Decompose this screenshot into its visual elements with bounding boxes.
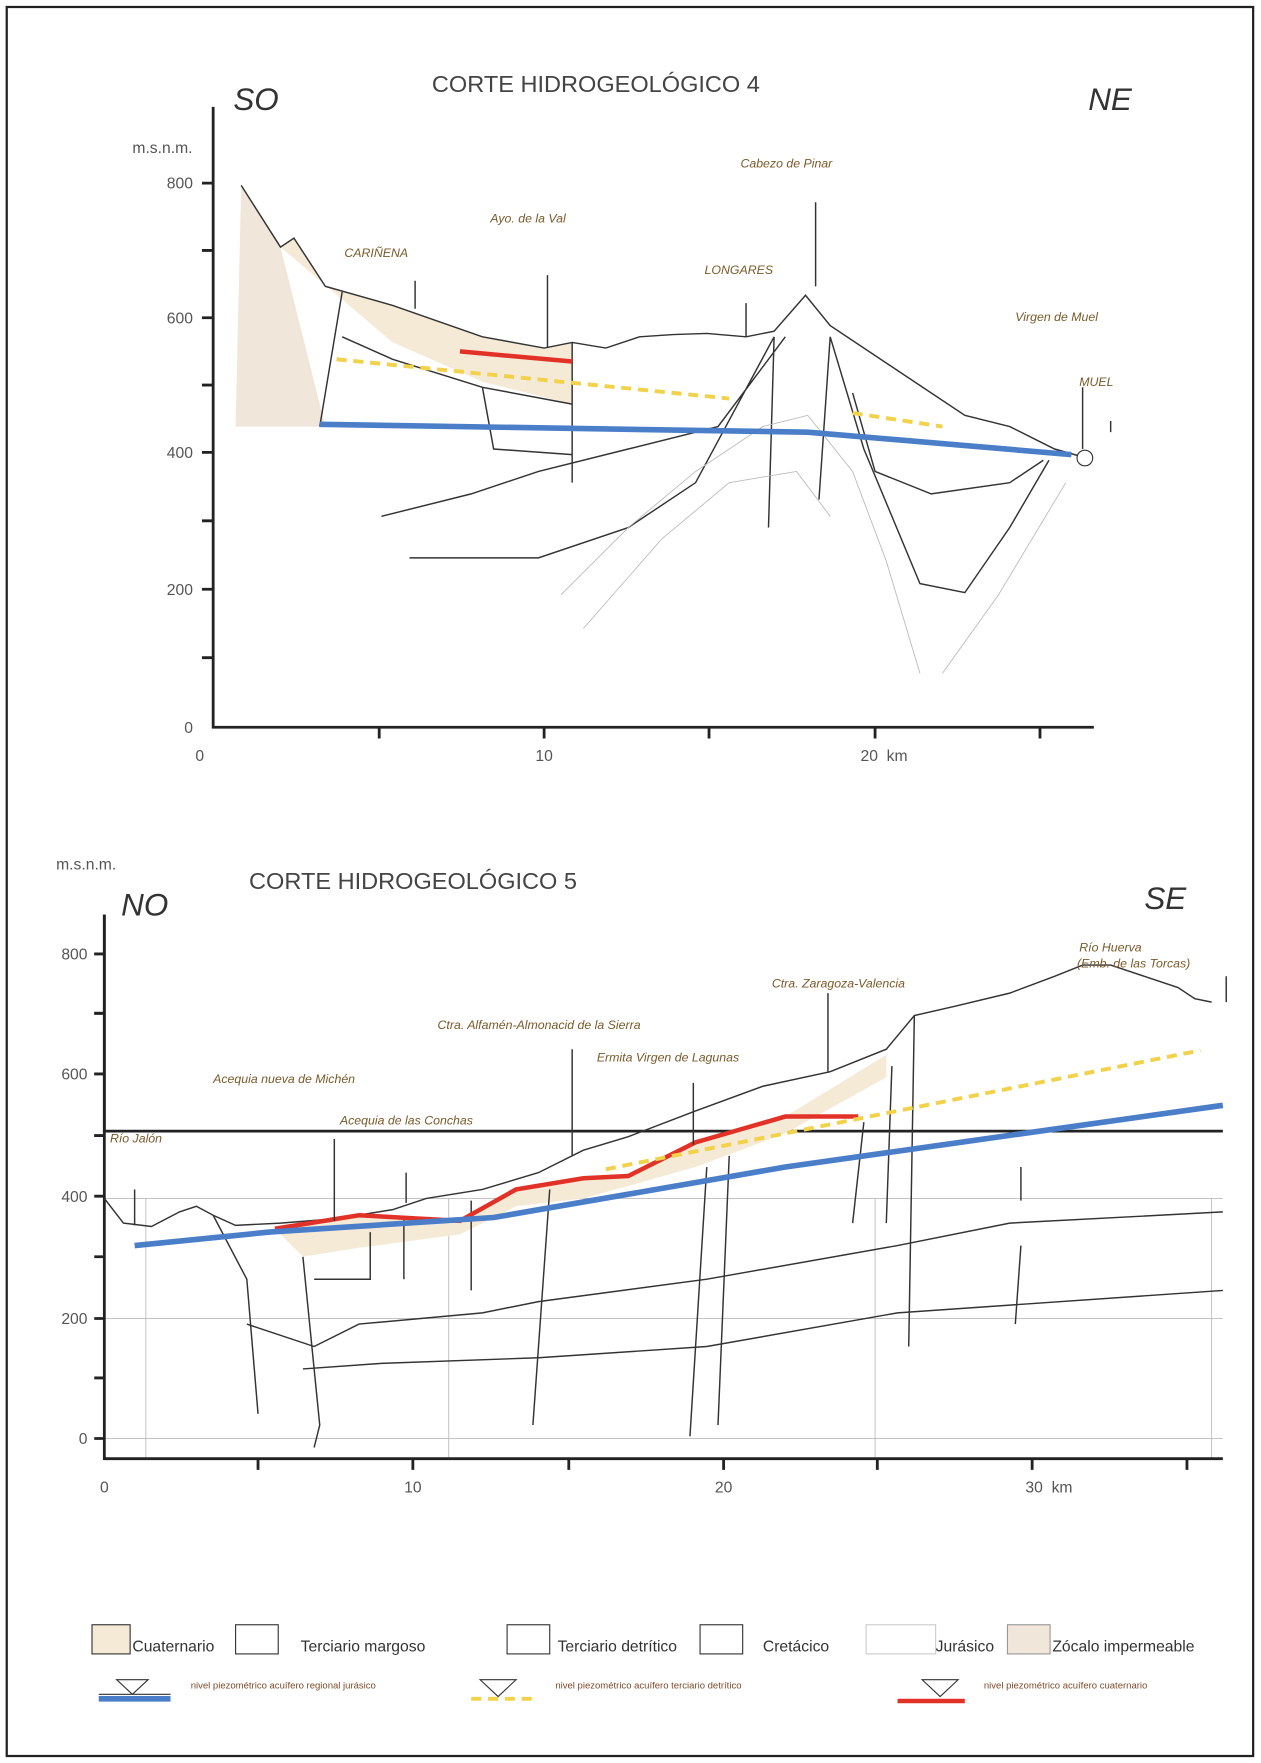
- place-label: LONGARES: [705, 263, 774, 277]
- y-tick-label: 0: [79, 1431, 88, 1448]
- place-label: MUEL: [1079, 375, 1113, 389]
- place-label: Cabezo de Pinar: [740, 156, 833, 170]
- legend-swatch: [91, 1624, 131, 1655]
- zocalo: [235, 185, 326, 427]
- leader-lines: [133, 976, 1227, 1226]
- level-quaternary: [274, 1114, 859, 1231]
- level-jurassic: [134, 1102, 1224, 1249]
- place-label: Río Jalón: [110, 1131, 162, 1145]
- axis-unit: m.s.n.m.: [132, 140, 192, 157]
- section-title: CORTE HIDROGEOLÓGICO 5: [249, 868, 577, 894]
- y-tick-label: 200: [61, 1311, 87, 1328]
- x-tick-label: 30 km: [1025, 1479, 1072, 1496]
- y-tick-label: 0: [184, 720, 193, 737]
- x-tick-label: 10: [404, 1479, 422, 1496]
- direction: NE: [1088, 82, 1133, 117]
- topography: [103, 964, 1212, 1228]
- x-tick-label: 0: [100, 1479, 109, 1496]
- level-tertiary: [336, 357, 943, 429]
- legend-swatch: [699, 1624, 744, 1655]
- y-tick-label: 800: [61, 946, 87, 963]
- place-label: Ermita Virgen de Lagunas: [597, 1051, 739, 1065]
- legend-symbol: [478, 1679, 518, 1698]
- legend: Cuaternario Terciario margoso Terciario …: [91, 1624, 1195, 1704]
- legend-label: Terciario detrítico: [558, 1639, 678, 1656]
- direction: NO: [121, 888, 168, 923]
- axes-ticks: [94, 914, 1223, 1470]
- legend-label: Terciario margoso: [301, 1639, 426, 1656]
- cuaternario: [274, 1054, 887, 1257]
- place-label: Ayo. de la Val: [489, 211, 567, 225]
- place-label: Ctra. Zaragoza-Valencia: [772, 977, 905, 991]
- x-tick-label: 0: [195, 748, 204, 765]
- axis-unit: m.s.n.m.: [56, 857, 116, 874]
- y-tick-label: 600: [167, 310, 193, 327]
- y-tick-label: 200: [167, 582, 193, 599]
- tick-marks: [201, 181, 1042, 739]
- y-tick-label: 400: [61, 1189, 87, 1206]
- x-tick-label: 10: [535, 748, 553, 765]
- direction: SE: [1144, 881, 1187, 916]
- legend-label: Jurásico: [936, 1639, 995, 1656]
- legend-swatch: [235, 1624, 279, 1655]
- legend-label: Cretácico: [763, 1639, 830, 1656]
- y-tick-label: 400: [167, 445, 193, 462]
- place-label: Acequia de las Conchas: [339, 1113, 473, 1127]
- legend-label: nivel piezométrico acuífero regional jur…: [191, 1681, 376, 1692]
- level-tertiary: [605, 1048, 1201, 1172]
- cuaternario: [280, 238, 573, 405]
- jurasico-contacts: [560, 414, 1067, 674]
- y-tick-label: 800: [167, 176, 193, 193]
- legend-swatch: [865, 1624, 937, 1655]
- leader-lines: [414, 202, 1112, 450]
- section-title: CORTE HIDROGEOLÓGICO 4: [432, 71, 760, 97]
- level-quaternary: [459, 349, 573, 364]
- legend-swatch: [1006, 1624, 1051, 1655]
- axes: [211, 106, 1094, 729]
- legend-symbol: [920, 1679, 960, 1698]
- cretacic-grid: [104, 1197, 1223, 1459]
- legend-label: nivel piezométrico acuífero terciario de…: [555, 1681, 741, 1692]
- level-jurassic: [319, 421, 1072, 458]
- section-5: m.s.n.m. CORTE HIDROGEOLÓGICO 5 NO SE 80…: [56, 857, 1227, 1496]
- legend-label: nivel piezométrico acuífero cuaternario: [984, 1681, 1147, 1692]
- legend-swatch: [506, 1624, 551, 1655]
- topography: [240, 184, 1083, 458]
- x-tick-label: 20 km: [861, 748, 908, 765]
- place-label: Ctra. Alfamén-Almonacid de la Sierra: [438, 1018, 641, 1032]
- legend-label: Cuaternario: [132, 1639, 214, 1656]
- place-label: Acequia nueva de Michén: [212, 1072, 355, 1086]
- place-label: Virgen de Muel: [1015, 310, 1099, 324]
- spring: [1076, 449, 1094, 467]
- legend-symbol: [98, 1679, 171, 1696]
- section-4: CORTE HIDROGEOLÓGICO 4 SO NE m.s.n.m. 80…: [132, 71, 1133, 765]
- place-label: Río Huerva: [1079, 941, 1141, 955]
- x-tick-label: 20: [715, 1479, 733, 1496]
- legend-label: Zócalo impermeable: [1052, 1639, 1194, 1656]
- y-tick-label: 600: [61, 1067, 87, 1084]
- faults: [212, 1015, 1223, 1448]
- place-label: (Emb. de las Torcas): [1077, 956, 1190, 970]
- direction: SO: [233, 82, 278, 117]
- place-label: CARIÑENA: [344, 246, 408, 260]
